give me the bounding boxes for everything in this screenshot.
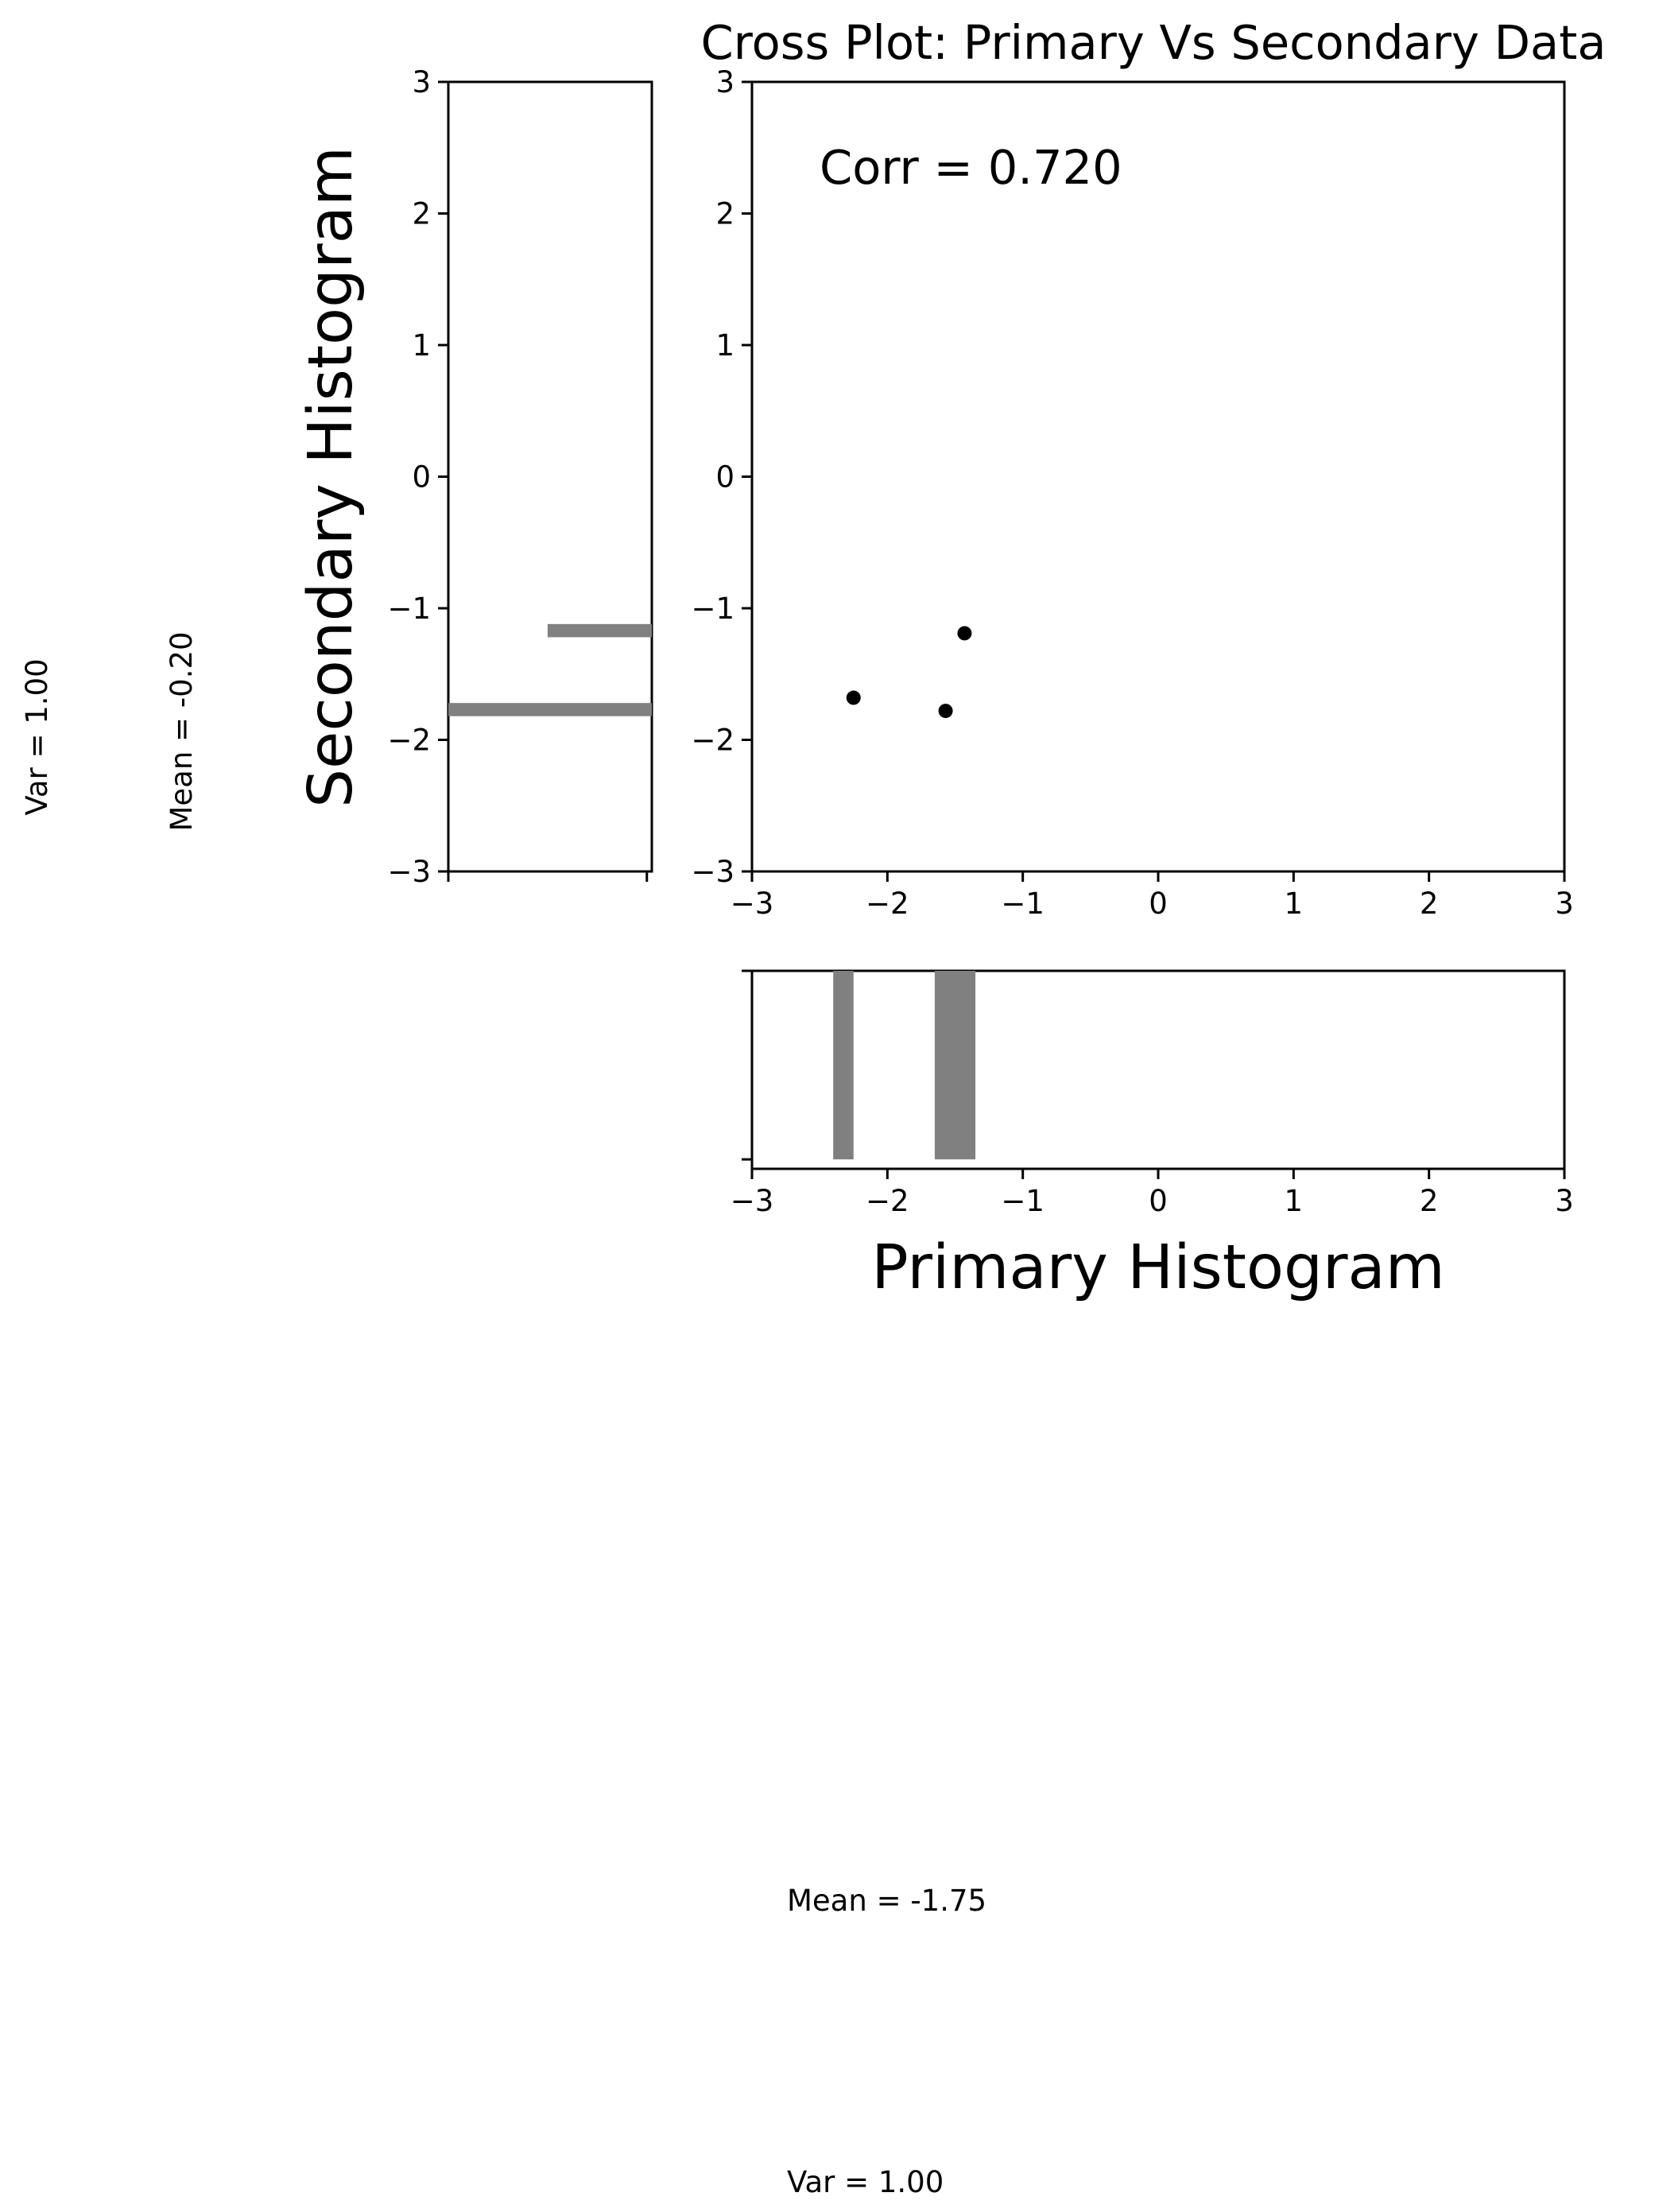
x-tick-label: −3 xyxy=(731,1184,774,1218)
y-tick-label: −3 xyxy=(691,855,734,889)
primary-histogram-count-ticks xyxy=(742,969,752,1161)
primary-var-label: Var = 1.00 xyxy=(787,2165,944,2199)
y-tick-label: 2 xyxy=(715,197,734,231)
x-tick-label: 1 xyxy=(1285,887,1304,921)
secondary-var-label: Var = 1.00 xyxy=(20,658,54,815)
primary-histogram-x-ticks: −3 −2 −1 0 1 2 3 xyxy=(731,1169,1574,1218)
histogram-bar xyxy=(934,971,976,1160)
x-tick-label: 2 xyxy=(1420,887,1439,921)
histogram-bar xyxy=(547,623,652,638)
cross-plot-axes: −3 −2 −1 0 1 2 3 −3 −2 −1 0 1 2 3 Corr = 0.720 xyxy=(691,65,1573,921)
x-tick-label: −1 xyxy=(1001,1184,1045,1218)
cross-plot-frame xyxy=(750,80,1566,873)
chart-title: Cross Plot: Primary Vs Secondary Data xyxy=(700,15,1606,70)
y-tick-label: −1 xyxy=(387,592,431,626)
y-tick-label: 0 xyxy=(412,460,431,495)
secondary-mean-label: Mean = -0.20 xyxy=(165,631,199,831)
y-tick-label: −2 xyxy=(387,724,431,758)
scatter-points xyxy=(846,626,972,719)
x-tick-label: −2 xyxy=(866,1184,909,1218)
cross-plot-x-ticks: −3 −2 −1 0 1 2 3 xyxy=(731,871,1574,921)
primary-histogram-label: Primary Histogram xyxy=(871,1232,1444,1303)
primary-mean-label: Mean = -1.75 xyxy=(787,1884,986,1918)
scatter-point xyxy=(846,690,861,705)
primary-histogram-bars xyxy=(833,971,976,1160)
y-tick-label: −1 xyxy=(691,592,734,626)
secondary-histogram-frame xyxy=(447,80,653,873)
histogram-bar xyxy=(448,703,652,716)
x-tick-label: −3 xyxy=(731,887,774,921)
cross-plot-y-ticks: −3 −2 −1 0 1 2 3 xyxy=(691,65,752,889)
x-tick-label: 2 xyxy=(1420,1184,1439,1218)
primary-histogram-frame xyxy=(750,969,1566,1170)
x-tick-label: 0 xyxy=(1149,1184,1168,1218)
y-tick-label: −2 xyxy=(691,724,734,758)
x-tick-label: −2 xyxy=(866,887,909,921)
x-tick-label: 1 xyxy=(1285,1184,1304,1218)
secondary-histogram-bars xyxy=(448,623,652,716)
histogram-bar xyxy=(833,971,854,1160)
y-tick-label: 0 xyxy=(715,460,734,495)
primary-histogram-axes: −3 −2 −1 0 1 2 3 Primary Histogram xyxy=(731,969,1574,1303)
y-tick-label: 2 xyxy=(412,197,431,231)
y-tick-label: 1 xyxy=(715,328,734,363)
secondary-histogram-count-ticks xyxy=(447,871,649,882)
scatter-point xyxy=(938,704,953,719)
y-tick-label: 3 xyxy=(412,65,431,99)
x-tick-label: 3 xyxy=(1555,1184,1574,1218)
y-tick-label: 1 xyxy=(412,328,431,363)
y-tick-label: −3 xyxy=(387,855,431,889)
scatter-point xyxy=(957,626,972,641)
correlation-annotation: Corr = 0.720 xyxy=(820,140,1122,195)
secondary-histogram-y-ticks: −3 −2 −1 0 1 2 3 xyxy=(387,65,448,889)
secondary-histogram-axes: −3 −2 −1 0 1 2 3 Secondary Histogram xyxy=(296,65,653,889)
x-tick-label: −1 xyxy=(1001,887,1045,921)
y-tick-label: 3 xyxy=(715,65,734,99)
x-tick-label: 3 xyxy=(1555,887,1574,921)
x-tick-label: 0 xyxy=(1149,887,1168,921)
secondary-histogram-label: Secondary Histogram xyxy=(296,146,366,808)
